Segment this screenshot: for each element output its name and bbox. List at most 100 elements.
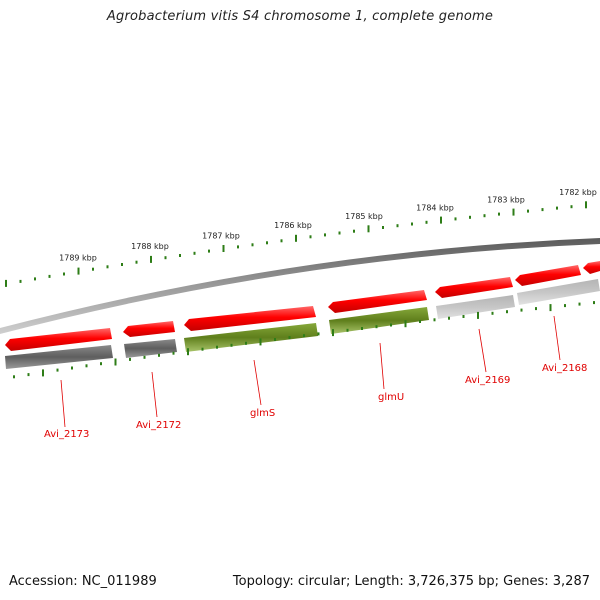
leader-line bbox=[60, 379, 66, 428]
inner-minor-tick bbox=[172, 351, 175, 355]
leader-line bbox=[478, 328, 487, 373]
gene-avi-2169-forward[interactable] bbox=[435, 277, 513, 298]
gene-avi-2168-inner[interactable] bbox=[517, 279, 600, 305]
inner-minor-tick bbox=[216, 345, 218, 349]
scale-major-tick bbox=[585, 201, 587, 209]
scale-minor-tick bbox=[483, 214, 486, 218]
inner-minor-tick bbox=[129, 357, 131, 361]
scale-label: 1782 kbp bbox=[559, 188, 597, 197]
scale-minor-tick bbox=[541, 208, 544, 212]
inner-minor-tick bbox=[56, 368, 59, 372]
inner-minor-tick bbox=[85, 364, 88, 368]
inner-minor-tick bbox=[71, 366, 73, 370]
gene-glmu-inner[interactable] bbox=[329, 307, 429, 334]
gene-label-glmu[interactable]: glmU bbox=[378, 392, 404, 403]
scale-label: 1784 kbp bbox=[416, 203, 454, 212]
scale-minor-tick bbox=[280, 239, 283, 243]
inner-minor-tick bbox=[375, 325, 378, 329]
leader-line bbox=[151, 371, 158, 418]
inner-minor-tick bbox=[201, 347, 204, 351]
gene-avi-2173-forward[interactable] bbox=[5, 328, 112, 351]
genome-summary-text: Topology: circular; Length: 3,726,375 bp… bbox=[232, 574, 590, 589]
scale-minor-tick bbox=[208, 249, 210, 253]
leader-line bbox=[253, 359, 262, 406]
inner-minor-tick bbox=[13, 375, 15, 379]
scale-minor-tick bbox=[193, 251, 196, 255]
inner-minor-tick bbox=[288, 336, 291, 340]
inner-scale-ruler bbox=[13, 301, 595, 379]
inner-minor-tick bbox=[303, 334, 305, 338]
scale-minor-tick bbox=[179, 254, 181, 257]
inner-minor-tick bbox=[448, 316, 450, 320]
gene-partial-forward[interactable] bbox=[583, 261, 600, 274]
scale-major-tick bbox=[77, 267, 80, 275]
scale-major-tick bbox=[440, 216, 442, 224]
scale-minor-tick bbox=[411, 222, 413, 226]
inner-major-tick bbox=[549, 304, 552, 312]
inner-major-tick bbox=[404, 320, 407, 328]
gene-glmu-forward[interactable] bbox=[328, 290, 427, 313]
inner-minor-tick bbox=[245, 341, 247, 345]
scale-minor-tick bbox=[48, 274, 51, 278]
inner-minor-tick bbox=[143, 355, 146, 359]
scale-label: 1789 kbp bbox=[59, 254, 97, 263]
inner-minor-tick bbox=[578, 302, 581, 306]
gene-avi-2169-inner[interactable] bbox=[436, 295, 515, 319]
leader-line bbox=[379, 342, 385, 390]
inner-minor-tick bbox=[520, 308, 523, 312]
gene-label-avi-2172[interactable]: Avi_2172 bbox=[136, 420, 181, 431]
inner-minor-tick bbox=[346, 328, 349, 332]
leader-line bbox=[553, 315, 561, 361]
scale-major-tick bbox=[5, 279, 7, 287]
gene-labels: Avi_2173 Avi_2172 glmS glmU Avi_2169 Avi… bbox=[44, 315, 587, 440]
inner-minor-tick bbox=[491, 311, 494, 315]
scale-minor-tick bbox=[164, 256, 167, 260]
inner-major-tick bbox=[477, 311, 479, 319]
inner-minor-tick bbox=[317, 332, 320, 336]
gene-label-avi-2173[interactable]: Avi_2173 bbox=[44, 429, 89, 440]
inner-minor-tick bbox=[506, 310, 508, 314]
scale-label: 1786 kbp bbox=[274, 221, 312, 230]
gene-glms-inner[interactable] bbox=[184, 323, 318, 352]
inner-minor-tick bbox=[564, 304, 566, 308]
scale-minor-tick bbox=[454, 217, 457, 221]
inner-major-tick bbox=[187, 348, 189, 356]
scale-minor-tick bbox=[469, 215, 471, 219]
scale-minor-tick bbox=[498, 212, 500, 216]
inner-minor-tick bbox=[462, 315, 465, 318]
inner-track bbox=[5, 279, 600, 369]
gene-label-avi-2169[interactable]: Avi_2169 bbox=[465, 375, 510, 386]
inner-minor-tick bbox=[158, 353, 160, 357]
scale-minor-tick bbox=[338, 231, 341, 235]
inner-minor-tick bbox=[230, 343, 233, 347]
scale-minor-tick bbox=[121, 263, 123, 266]
scale-minor-tick bbox=[106, 265, 109, 269]
scale-minor-tick bbox=[324, 233, 326, 237]
inner-minor-tick bbox=[100, 362, 102, 366]
inner-major-tick bbox=[114, 358, 117, 366]
inner-minor-tick bbox=[274, 338, 276, 341]
scale-minor-tick bbox=[382, 226, 384, 229]
scale-major-tick bbox=[222, 245, 225, 252]
gene-avi-2172-forward[interactable] bbox=[123, 321, 175, 337]
scale-major-tick bbox=[512, 208, 515, 216]
inner-major-tick bbox=[42, 369, 44, 377]
scale-minor-tick bbox=[396, 224, 399, 228]
inner-minor-tick bbox=[419, 320, 421, 323]
scale-minor-tick bbox=[353, 229, 355, 233]
gene-label-avi-2168[interactable]: Avi_2168 bbox=[542, 363, 587, 374]
gene-avi-2168-forward[interactable] bbox=[515, 265, 581, 286]
inner-minor-tick bbox=[390, 323, 392, 327]
scale-minor-tick bbox=[34, 277, 36, 281]
inner-major-tick bbox=[332, 329, 334, 337]
forward-strand-track bbox=[5, 261, 600, 351]
inner-minor-tick bbox=[593, 301, 595, 305]
gene-avi-2172-inner[interactable] bbox=[124, 339, 177, 358]
gene-glms-forward[interactable] bbox=[184, 306, 316, 331]
gene-label-glms[interactable]: glmS bbox=[250, 408, 275, 419]
scale-label: 1788 kbp bbox=[131, 242, 169, 251]
gene-avi-2173-inner[interactable] bbox=[5, 345, 113, 369]
scale-minor-tick bbox=[63, 272, 65, 276]
scale-minor-tick bbox=[251, 243, 254, 247]
